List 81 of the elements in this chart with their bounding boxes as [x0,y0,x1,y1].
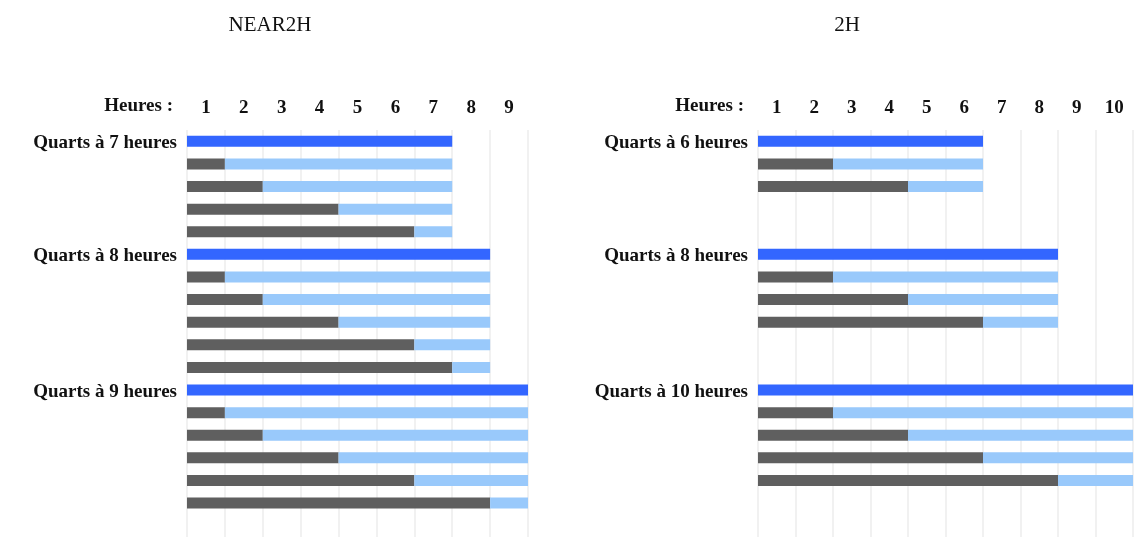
bar [187,429,263,441]
bar [187,181,263,193]
x-tick-label: 3 [847,96,857,117]
x-tick-label: 3 [276,96,287,117]
x-tick-label: 8 [1034,96,1044,117]
bar [262,429,528,441]
bar [983,316,1058,328]
bar [983,452,1133,464]
bar [833,158,983,170]
bar [414,226,453,238]
bar [338,316,491,328]
bar [490,497,528,509]
x-tick-label: 5 [922,96,932,117]
x-tick-label: 8 [466,96,476,117]
x-tick-label: 9 [504,96,514,117]
bar [187,407,225,419]
bar [414,339,491,351]
bar [187,316,339,328]
x-tick-label: 7 [428,96,439,117]
x-tick-label: 6 [959,96,969,117]
x-tick-label: 10 [1104,96,1124,117]
bar [338,203,453,215]
y-tick-label: Quarts à 10 heures [594,379,748,401]
y-tick-label: Quarts à 9 heures [33,379,177,401]
bar [338,452,528,464]
chart-title: 2H [834,11,860,36]
bar [187,452,339,464]
bar [187,294,263,306]
x-tick-label: 1 [772,96,782,117]
bar [758,316,983,328]
bar [908,429,1133,441]
bar [187,158,225,170]
bar [187,135,453,147]
x-axis-title: Heures : [675,94,745,115]
bar [187,271,225,283]
bar [758,158,833,170]
bar [452,361,491,373]
y-tick-label: Quarts à 8 heures [33,243,177,265]
bar [758,452,983,464]
bar [187,384,528,396]
bar [224,271,491,283]
x-tick-label: 4 [314,96,325,117]
bar [1058,474,1133,486]
bar [758,271,833,283]
bar [262,294,491,306]
x-tick-label: 9 [1072,96,1082,117]
x-tick-label: 2 [239,96,249,117]
y-tick-label: Quarts à 7 heures [33,130,177,152]
bar [187,497,491,509]
bar [224,407,528,419]
y-tick-label: Quarts à 8 heures [604,243,748,265]
bar [414,474,528,486]
bar [758,248,1058,260]
bar [187,474,415,486]
bar [758,135,983,147]
bar [758,181,908,193]
bar [187,203,339,215]
bar [908,181,983,193]
bar [833,407,1133,419]
x-axis-title: Heures : [104,94,174,115]
x-tick-label: 5 [352,96,363,117]
bar [833,271,1058,283]
bar [758,407,833,419]
x-tick-label: 2 [809,96,819,117]
x-tick-label: 6 [390,96,401,117]
bar [187,248,491,260]
bar [187,361,453,373]
bar [187,226,415,238]
bar [758,429,908,441]
y-tick-label: Quarts à 6 heures [604,130,748,152]
chart-title: NEAR2H [228,11,312,36]
x-tick-label: 7 [997,96,1007,117]
bar [224,158,453,170]
bar [758,294,908,306]
x-tick-label: 4 [884,96,895,117]
bar [758,384,1133,396]
bar [187,339,415,351]
x-tick-label: 1 [201,96,211,117]
bar [262,181,453,193]
bar [908,294,1058,306]
bar [758,474,1058,486]
